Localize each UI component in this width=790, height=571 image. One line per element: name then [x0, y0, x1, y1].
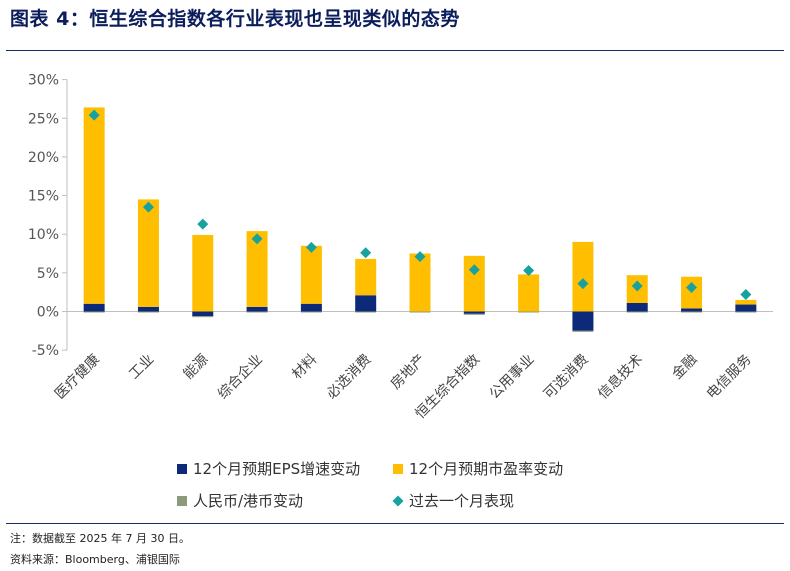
performance-marker — [414, 251, 426, 263]
performance-marker — [88, 109, 100, 121]
x-axis-labels: 医疗健康 工业 能源 综合企业 材料 必选消费 房地产恒生综合指数 公用事业 可选消费 信息技术金… — [51, 351, 754, 422]
legend-label: 过去一个月表现 — [409, 492, 514, 510]
performance-marker — [251, 233, 263, 245]
bar-segment — [246, 306, 268, 312]
performance-marker — [740, 288, 752, 300]
bar-segment — [192, 311, 214, 317]
legend-label: 12个月预期EPS增速变动 — [193, 460, 360, 478]
y-tick-label: 20% — [28, 150, 59, 166]
y-tick-label: 30% — [28, 73, 59, 89]
bar-segment — [572, 241, 594, 312]
bar-segment — [463, 313, 485, 315]
bar-segment — [355, 295, 377, 312]
legend-swatch — [177, 464, 187, 474]
chart: 30% 25% 20% 15% 10% 5% 0% -5% 医疗健康 工业 能源 综合企业 材料 必选消… — [28, 73, 773, 510]
bar-segment — [192, 234, 214, 312]
footer-divider — [6, 523, 784, 524]
legend-label: 12个月预期市盈率变动 — [409, 460, 563, 478]
performance-marker — [360, 247, 372, 259]
bar-segment — [83, 107, 105, 304]
bar-segment — [735, 311, 757, 313]
x-category-label: 工业 — [126, 352, 157, 383]
bar-segment — [735, 304, 757, 312]
y-tick-label: 5% — [37, 266, 59, 282]
performance-marker — [631, 280, 643, 292]
x-category-label: 金融 — [669, 352, 700, 383]
y-tick-label: 25% — [28, 111, 59, 127]
bars — [83, 107, 757, 332]
bar-segment — [572, 311, 594, 331]
legend-swatch — [392, 495, 404, 507]
bar-segment — [626, 311, 648, 313]
footnote: 注：数据截至 2025 年 7 月 30 日。 — [10, 532, 190, 545]
bar-segment — [572, 330, 594, 332]
performance-marker — [305, 241, 317, 253]
bar-segment — [137, 311, 159, 313]
performance-marker — [686, 282, 698, 294]
performance-marker — [197, 218, 209, 230]
performance-marker — [577, 278, 589, 290]
bar-segment — [192, 316, 214, 318]
source-note: 资料来源：Bloomberg、浦银国际 — [10, 553, 180, 566]
bar-segment — [300, 245, 322, 304]
bar-segment — [300, 303, 322, 312]
x-category-label: 医疗健康 — [51, 351, 103, 403]
x-category-label: 必选消费 — [324, 352, 375, 403]
performance-marker — [523, 265, 535, 277]
bar-segment — [518, 311, 540, 313]
bar-segment — [83, 303, 105, 312]
performance-marker — [468, 264, 480, 276]
bar-segment — [355, 258, 377, 296]
performance-marker — [142, 201, 154, 213]
x-category-label: 房地产 — [388, 352, 429, 393]
x-category-label: 信息技术 — [594, 351, 646, 403]
x-category-label: 可选消费 — [541, 352, 592, 403]
bar-segment — [463, 311, 485, 314]
x-category-label: 电信服务 — [704, 352, 755, 403]
bar-segment — [137, 306, 159, 312]
bar-segment — [246, 311, 268, 313]
bar-segment — [409, 311, 431, 313]
bar-segment — [83, 311, 105, 313]
page-title: 图表 4：恒生综合指数各行业表现也呈现类似的态势 — [10, 8, 460, 30]
y-tick-label: 0% — [37, 305, 59, 321]
x-category-label: 公用事业 — [487, 352, 538, 403]
performance-markers — [88, 109, 752, 300]
bar-segment — [681, 311, 703, 313]
bar-segment — [246, 231, 268, 307]
x-category-label: 综合企业 — [214, 351, 266, 403]
bar-segment — [355, 311, 377, 313]
bar-segment — [518, 274, 540, 312]
bar-segment — [137, 199, 159, 307]
title-divider — [6, 50, 784, 51]
y-tick-label: 10% — [28, 227, 59, 243]
bar-segment — [626, 302, 648, 312]
legend-label: 人民币/港币变动 — [193, 492, 303, 510]
y-axis: 30% 25% 20% 15% 10% 5% 0% -5% — [28, 73, 773, 359]
x-category-label: 能源 — [180, 352, 211, 383]
bar-segment — [681, 308, 703, 312]
legend-swatch — [393, 464, 403, 474]
bar-segment — [300, 311, 322, 313]
y-tick-label: 15% — [28, 189, 59, 205]
bar-segment — [463, 255, 485, 312]
legend-swatch — [177, 496, 187, 506]
y-tick-label: -5% — [32, 343, 59, 359]
bar-segment — [735, 299, 757, 305]
x-category-label: 材料 — [289, 352, 320, 383]
bar-segment — [409, 253, 431, 312]
